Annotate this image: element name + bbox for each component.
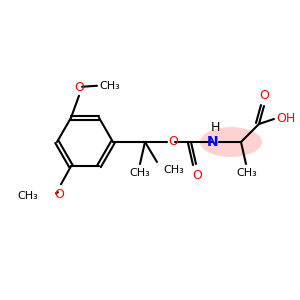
Text: OH: OH <box>276 112 295 124</box>
Text: N: N <box>207 135 219 149</box>
Text: O: O <box>74 81 84 94</box>
Text: CH₃: CH₃ <box>163 165 184 175</box>
Text: CH₃: CH₃ <box>237 168 257 178</box>
Text: H: H <box>210 121 220 134</box>
Text: O: O <box>259 89 269 102</box>
Ellipse shape <box>200 127 262 157</box>
Text: CH₃: CH₃ <box>99 81 120 91</box>
Text: O: O <box>168 134 178 148</box>
Text: O: O <box>54 188 64 201</box>
Text: CH₃: CH₃ <box>17 191 38 201</box>
Text: O: O <box>192 169 202 182</box>
Text: CH₃: CH₃ <box>130 168 150 178</box>
